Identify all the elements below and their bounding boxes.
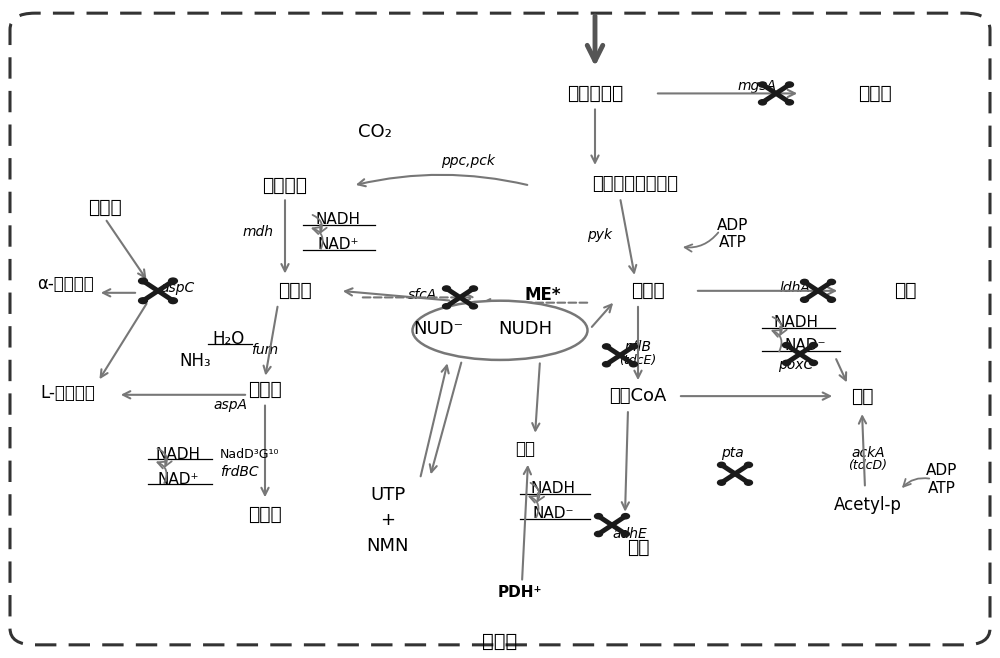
Text: 丙酮醛: 丙酮醛 [858, 84, 892, 103]
Circle shape [470, 286, 477, 291]
Text: NADH: NADH [774, 315, 818, 330]
Text: ATP: ATP [928, 481, 956, 495]
Text: NadD³G¹⁰: NadD³G¹⁰ [220, 447, 279, 461]
Text: 富马酸: 富马酸 [248, 380, 282, 399]
Text: 草酰乙酸: 草酰乙酸 [262, 176, 308, 195]
Text: 谷氨酸: 谷氨酸 [88, 198, 122, 216]
Circle shape [622, 532, 629, 536]
Text: NUDH: NUDH [498, 320, 552, 338]
Circle shape [603, 362, 610, 367]
Text: +: + [380, 511, 396, 529]
Circle shape [745, 480, 752, 485]
Text: 磷酸烯醇式丙酮酸: 磷酸烯醇式丙酮酸 [592, 175, 678, 193]
Text: NADH: NADH [156, 447, 200, 461]
Text: 磷酸: 磷酸 [515, 440, 535, 458]
Text: L-天冬氨酸: L-天冬氨酸 [41, 384, 95, 402]
Text: ppc,pck: ppc,pck [441, 154, 495, 168]
Circle shape [783, 361, 790, 365]
Circle shape [595, 532, 602, 536]
Text: NUD⁻: NUD⁻ [413, 320, 463, 338]
Text: frdBC: frdBC [220, 465, 259, 480]
Text: fum: fum [251, 343, 279, 357]
Circle shape [622, 514, 629, 519]
Text: 乙酰CoA: 乙酰CoA [609, 387, 667, 405]
Text: pflB: pflB [624, 340, 652, 355]
Circle shape [139, 278, 147, 284]
Circle shape [169, 298, 177, 303]
Circle shape [828, 280, 835, 284]
Ellipse shape [413, 301, 588, 360]
Circle shape [443, 286, 450, 291]
Text: NMN: NMN [367, 537, 409, 555]
Text: pyk: pyk [588, 228, 612, 242]
Circle shape [828, 297, 835, 302]
Circle shape [630, 344, 637, 349]
Text: PDH⁺: PDH⁺ [498, 585, 542, 599]
Circle shape [810, 361, 817, 365]
Text: 丙酮酸: 丙酮酸 [631, 282, 665, 300]
Text: UTP: UTP [370, 486, 406, 504]
Text: α-酮戊二酸: α-酮戊二酸 [37, 275, 93, 293]
Text: NAD⁺: NAD⁺ [317, 238, 359, 252]
Text: NAD⁻: NAD⁻ [784, 338, 826, 353]
Circle shape [759, 82, 766, 87]
Circle shape [801, 280, 808, 284]
Text: 乙醇: 乙醇 [627, 538, 649, 557]
Circle shape [443, 304, 450, 309]
Circle shape [759, 100, 766, 105]
Text: sfcA: sfcA [407, 288, 437, 302]
Text: NH₃: NH₃ [179, 351, 211, 370]
Text: ATP: ATP [719, 235, 747, 249]
Text: H₂O: H₂O [212, 330, 244, 348]
Circle shape [745, 463, 752, 467]
Text: adhE: adhE [613, 527, 647, 542]
Text: NADH: NADH [530, 481, 576, 495]
Text: 苹果酸: 苹果酸 [278, 282, 312, 300]
Text: 磷酸甘油酮: 磷酸甘油酮 [567, 84, 623, 103]
Text: aspA: aspA [213, 397, 247, 412]
Text: 乳酸: 乳酸 [894, 282, 916, 300]
Text: NAD⁻: NAD⁻ [532, 506, 574, 520]
Circle shape [718, 480, 725, 485]
Circle shape [786, 100, 793, 105]
Text: 亚磷酸: 亚磷酸 [482, 632, 518, 651]
Circle shape [783, 343, 790, 347]
Text: ackA: ackA [851, 445, 885, 460]
Circle shape [595, 514, 602, 519]
Text: (tdcD): (tdcD) [848, 459, 888, 472]
Text: aspC: aspC [161, 281, 195, 295]
Text: mdh: mdh [242, 224, 274, 239]
Circle shape [801, 297, 808, 302]
Circle shape [139, 298, 147, 303]
Circle shape [718, 463, 725, 467]
FancyBboxPatch shape [10, 13, 990, 645]
Text: 乙酸: 乙酸 [851, 387, 873, 405]
Text: ADP: ADP [717, 218, 749, 232]
Circle shape [786, 82, 793, 87]
Text: NAD⁺: NAD⁺ [157, 472, 199, 486]
Circle shape [630, 362, 637, 367]
Text: (tdcE): (tdcE) [619, 354, 657, 367]
Circle shape [169, 278, 177, 284]
Text: 琥珀酸: 琥珀酸 [248, 505, 282, 524]
Text: ME*: ME* [525, 286, 561, 304]
Text: ldhA: ldhA [780, 281, 810, 295]
Text: pta: pta [721, 445, 743, 460]
Text: mgsA: mgsA [738, 78, 776, 93]
Text: Acetyl-p: Acetyl-p [834, 496, 902, 515]
Text: poxC: poxC [778, 358, 814, 372]
Circle shape [603, 344, 610, 349]
Text: CO₂: CO₂ [358, 122, 392, 141]
Text: ADP: ADP [926, 463, 958, 478]
Circle shape [470, 304, 477, 309]
Text: NADH: NADH [316, 213, 360, 227]
Circle shape [810, 343, 817, 347]
